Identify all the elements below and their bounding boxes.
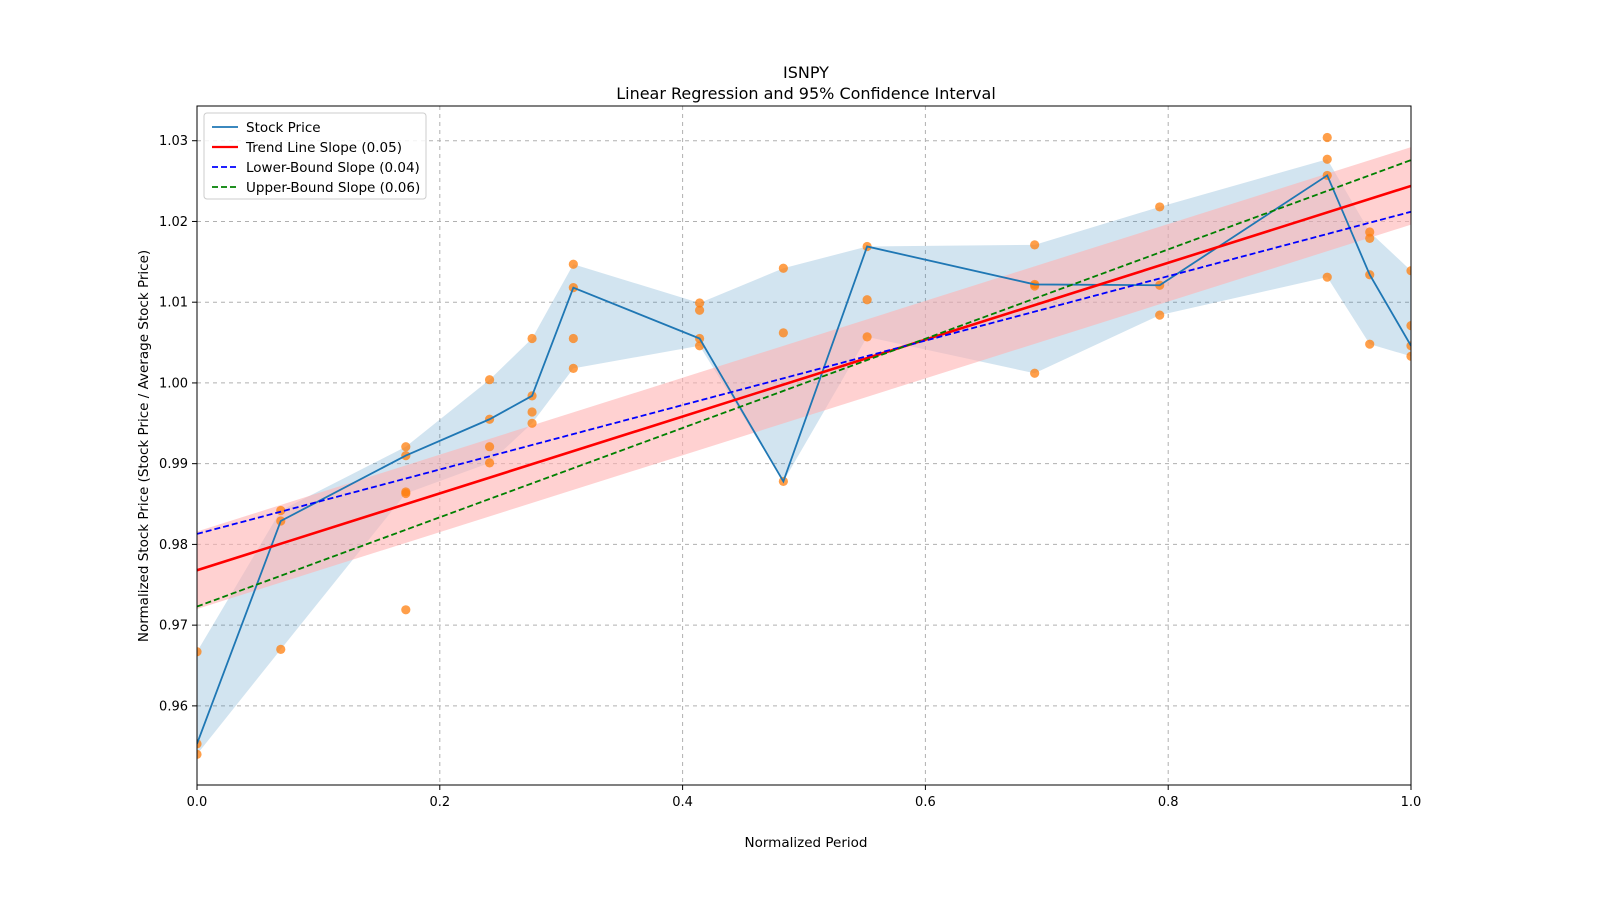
legend: Stock Price Trend Line Slope (0.05) Lowe… xyxy=(203,112,427,200)
scatter-point-11 xyxy=(484,375,495,385)
chart-title: ISNPY xyxy=(783,63,829,82)
scatter-point-41 xyxy=(1322,154,1332,164)
x-tick-label-3: 0.6 xyxy=(915,795,936,810)
scatter-point-33 xyxy=(1030,240,1040,250)
y-tick-label-7: 1.03 xyxy=(159,134,188,149)
y-tick-label-3: 0.99 xyxy=(159,457,188,472)
scatter-point-14 xyxy=(484,458,495,468)
chart-subtitle: Linear Regression and 95% Confidence Int… xyxy=(616,84,996,103)
scatter-point-9 xyxy=(401,488,411,499)
scatter-point-44 xyxy=(1365,227,1375,237)
plot-area xyxy=(197,132,1411,759)
x-tick-label-2: 0.4 xyxy=(672,795,693,810)
y-axis-label: Normalized Stock Price (Stock Price / Av… xyxy=(136,250,152,642)
scatter-point-10 xyxy=(401,605,411,615)
scatter-point-27 xyxy=(778,263,788,273)
legend-label-stock-price: Stock Price xyxy=(246,120,321,136)
scatter-point-47 xyxy=(1365,339,1375,349)
scatter-point-18 xyxy=(527,418,537,428)
scatter-point-45 xyxy=(1365,233,1375,244)
scatter-point-40 xyxy=(1322,132,1332,143)
scatter-point-17 xyxy=(527,407,537,417)
x-tick-label-0: 0.0 xyxy=(187,795,208,810)
legend-label-upper-bound: Upper-Bound Slope (0.06) xyxy=(246,180,420,196)
scatter-point-37 xyxy=(1155,202,1165,212)
x-axis-label: Normalized Period xyxy=(745,835,868,851)
scatter-point-31 xyxy=(862,295,872,305)
scatter-point-23 xyxy=(694,298,705,308)
scatter-point-24 xyxy=(694,305,705,315)
y-tick-label-0: 0.96 xyxy=(159,699,188,714)
scatter-point-43 xyxy=(1322,272,1332,282)
scatter-point-19 xyxy=(568,259,578,269)
scatter-point-13 xyxy=(484,442,495,452)
scatter-point-48 xyxy=(1406,266,1411,276)
scatter-point-5 xyxy=(276,644,286,654)
axes: 0.0 0.2 0.4 0.6 0.8 1.0 0.96 0.97 0.98 0.99 1.00 1.… xyxy=(159,105,1422,810)
y-tick-label-4: 1.00 xyxy=(159,376,188,391)
scatter-point-15 xyxy=(527,333,537,344)
scatter-point-39 xyxy=(1155,310,1165,320)
y-tick-label-2: 0.98 xyxy=(159,538,188,553)
y-tick-label-6: 1.02 xyxy=(159,215,188,230)
legend-frame xyxy=(203,112,427,200)
scatter-point-0 xyxy=(197,647,202,657)
x-tick-label-4: 0.8 xyxy=(1158,795,1179,810)
scatter-point-21 xyxy=(568,333,578,344)
scatter-point-49 xyxy=(1406,321,1411,331)
legend-label-lower-bound: Lower-Bound Slope (0.04) xyxy=(246,160,420,176)
scatter-point-28 xyxy=(778,328,788,338)
axes-frame xyxy=(196,105,1412,786)
stock-price-line xyxy=(197,174,1411,745)
scatter-point-2 xyxy=(197,749,202,759)
lower-bound-line xyxy=(197,210,1411,535)
scatter-point-36 xyxy=(1030,368,1040,378)
scatter-point-22 xyxy=(568,363,578,373)
legend-label-trend-line: Trend Line Slope (0.05) xyxy=(245,140,402,156)
trend-line xyxy=(197,184,1411,572)
x-tick-label-5: 1.0 xyxy=(1401,795,1422,810)
scatter-point-32 xyxy=(862,332,872,342)
x-tick-label-1: 0.2 xyxy=(429,795,450,810)
scatter-point-51 xyxy=(1406,351,1411,361)
y-tick-label-5: 1.01 xyxy=(159,296,188,311)
scatter-point-6 xyxy=(401,442,411,452)
y-tick-label-1: 0.97 xyxy=(159,619,188,634)
